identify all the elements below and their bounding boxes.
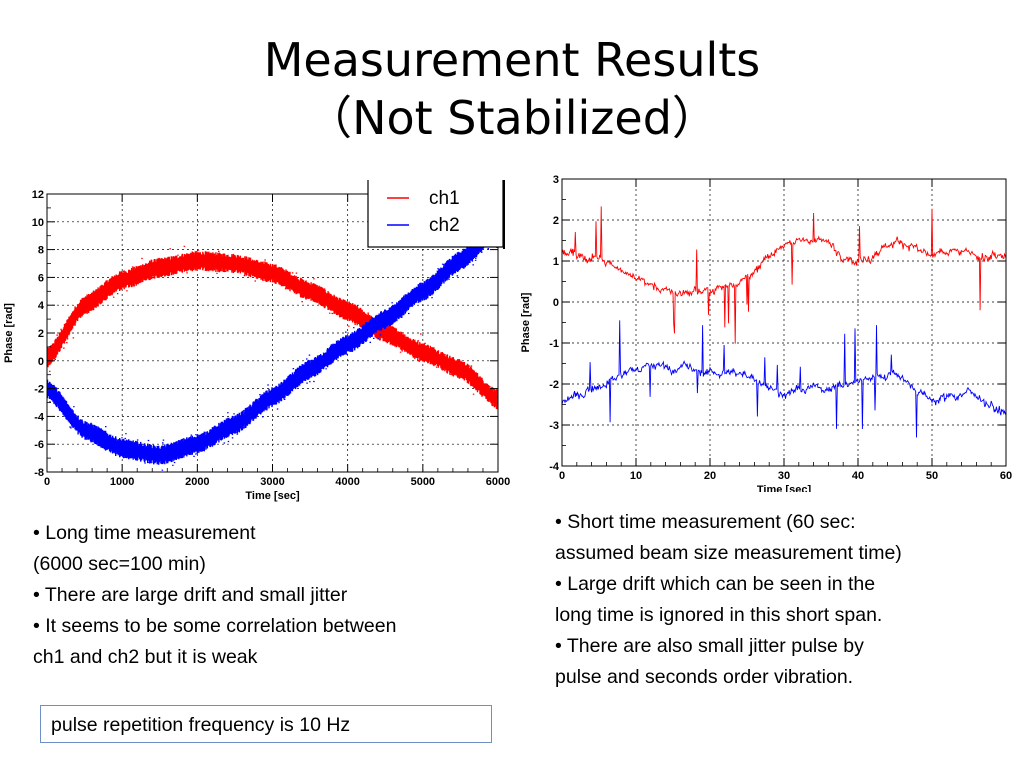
y-axis-label: Phase [rad] bbox=[3, 303, 15, 363]
x-tick-label: 5000 bbox=[411, 476, 435, 488]
legend-label-ch1: ch1 bbox=[429, 188, 460, 209]
y-tick-label: 2 bbox=[38, 328, 44, 340]
series-outliers-ch2 bbox=[47, 221, 498, 471]
x-tick-label: 6000 bbox=[486, 476, 510, 488]
x-tick-label: 20 bbox=[704, 470, 716, 482]
x-tick-label: 0 bbox=[559, 470, 565, 482]
x-tick-label: 4000 bbox=[335, 476, 359, 488]
y-tick-label: -4 bbox=[549, 461, 560, 473]
legend-box bbox=[367, 180, 504, 248]
plot-frame bbox=[561, 178, 1007, 467]
series-line-ch1 bbox=[562, 206, 1006, 344]
y-tick-label: 0 bbox=[38, 356, 44, 368]
x-tick-label: 50 bbox=[926, 470, 938, 482]
y-tick-label: 6 bbox=[38, 272, 44, 284]
left-bullet-3: • It seems to be some correlation betwee… bbox=[33, 615, 397, 637]
x-tick-label: 10 bbox=[630, 470, 642, 482]
x-tick-label: 40 bbox=[852, 470, 864, 482]
series-line-ch2 bbox=[562, 320, 1006, 438]
y-axis-label: Phase [rad] bbox=[520, 292, 532, 352]
x-tick-label: 3000 bbox=[260, 476, 284, 488]
right-bullet-3: • There are also small jitter pulse by bbox=[555, 635, 864, 657]
plot-area bbox=[562, 206, 1006, 438]
y-tick-label: -8 bbox=[34, 467, 44, 479]
x-tick-label: 0 bbox=[44, 476, 50, 488]
plot-area bbox=[47, 219, 498, 471]
y-tick-label: -4 bbox=[34, 411, 45, 423]
slide-title: Measurement Results （Not Stabilized） bbox=[0, 32, 1024, 147]
repetition-frequency-note: pulse repetition frequency is 10 Hz bbox=[40, 705, 492, 743]
y-tick-label: 4 bbox=[38, 300, 45, 312]
left-bullets: • Long time measurement (6000 sec=100 mi… bbox=[33, 518, 396, 673]
y-tick-label: -2 bbox=[549, 379, 559, 391]
y-tick-label: 12 bbox=[32, 189, 44, 201]
y-tick-label: -6 bbox=[34, 439, 44, 451]
x-tick-label: 60 bbox=[1000, 470, 1012, 482]
x-tick-label: 30 bbox=[778, 470, 790, 482]
right-bullet-3-cont: pulse and seconds order vibration. bbox=[555, 666, 854, 688]
left-bullet-1-cont: (6000 sec=100 min) bbox=[33, 553, 206, 575]
x-axis-label: Time [sec] bbox=[245, 490, 300, 502]
series-outliers-ch1 bbox=[48, 245, 498, 406]
title-line-2: （Not Stabilized） bbox=[306, 90, 718, 145]
title-line-1: Measurement Results bbox=[263, 33, 761, 87]
legend-shadow bbox=[503, 180, 505, 249]
y-tick-label: -3 bbox=[549, 420, 559, 432]
short-time-chart: 0 10 20 30 40 50 60 -4 -3 -2 -1 0 1 2 3 Time [sec] Phase… bbox=[520, 174, 1012, 492]
y-tick-label: -2 bbox=[34, 384, 44, 396]
right-bullet-1: • Short time measurement (60 sec: bbox=[555, 511, 856, 533]
y-tick-label: -1 bbox=[549, 338, 559, 350]
left-bullet-2: • There are large drift and small jitter bbox=[33, 584, 348, 606]
right-bullet-2: • Large drift which can be seen in the bbox=[555, 573, 876, 595]
long-time-chart: 0 1000 2000 3000 4000 5000 6000 -8 -6 -4 -2 0 2 4 6 8 10… bbox=[3, 180, 510, 502]
y-tick-label: 1 bbox=[553, 256, 559, 268]
left-bullet-1: • Long time measurement bbox=[33, 522, 256, 544]
left-bullet-3-cont: ch1 and ch2 but it is weak bbox=[33, 646, 258, 668]
x-axis-label: Time [sec] bbox=[757, 484, 812, 492]
y-tick-label: 2 bbox=[553, 215, 559, 227]
right-bullet-1-cont: assumed beam size measurement time) bbox=[555, 542, 902, 564]
y-tick-label: 3 bbox=[553, 174, 559, 186]
y-tick-label: 0 bbox=[553, 297, 559, 309]
right-bullet-2-cont: long time is ignored in this short span. bbox=[555, 604, 883, 626]
x-tick-label: 1000 bbox=[110, 476, 134, 488]
legend-label-ch2: ch2 bbox=[429, 215, 460, 236]
series-band-ch1 bbox=[47, 251, 498, 410]
y-tick-label: 10 bbox=[32, 217, 44, 229]
y-tick-label: 8 bbox=[38, 245, 44, 257]
x-tick-label: 2000 bbox=[185, 476, 209, 488]
right-bullets: • Short time measurement (60 sec: assume… bbox=[555, 507, 902, 693]
